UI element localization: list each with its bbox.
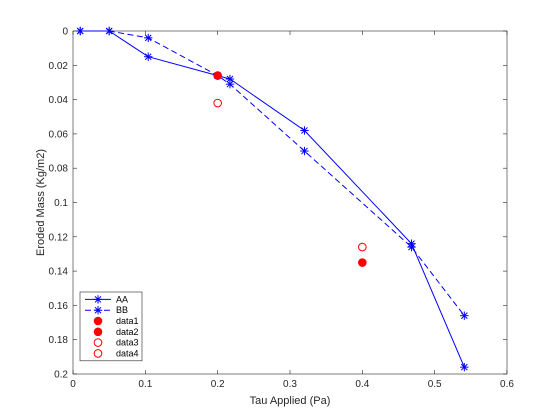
legend-marker (93, 316, 103, 326)
series-data4 (358, 242, 367, 252)
y-tick-label: 0.02 (49, 61, 69, 72)
y-tick-label: 0.06 (49, 129, 69, 140)
data-point-AA (460, 362, 469, 372)
legend-label: data2 (116, 327, 139, 337)
legend-marker (93, 327, 103, 337)
data-point-BB (144, 33, 153, 43)
legend-item-data1: data1 (93, 316, 139, 326)
legend-label: data3 (116, 338, 139, 348)
data-point-BB (407, 242, 416, 252)
legend-label: AA (116, 294, 128, 304)
y-tick-label: 0.2 (54, 370, 68, 381)
legend-item-AA: AA (85, 294, 128, 304)
legend-marker (93, 349, 103, 358)
data-point-BB (76, 26, 85, 36)
x-tick-label: 0 (70, 379, 76, 390)
y-tick-label: 0.16 (49, 301, 69, 312)
data-point-data1 (213, 71, 222, 80)
plot-area (72, 30, 508, 375)
legend-box (79, 291, 143, 362)
legend-item-data2: data2 (93, 327, 139, 337)
legend-marker (93, 295, 103, 304)
x-tick-label: 0.3 (283, 379, 297, 390)
data-point-BB (104, 26, 114, 36)
legend-item-data3: data3 (93, 338, 139, 348)
data-point-data2 (358, 258, 367, 267)
legend-label: data1 (116, 316, 139, 326)
x-tick-label: 0.6 (500, 379, 514, 390)
y-tick-label: 0.18 (49, 335, 69, 346)
y-tick-label: 0.14 (49, 267, 69, 278)
data-point-data3 (213, 98, 222, 108)
ticks-layer: 0 0.1 0.2 0.3 0.4 0.5 0.6 0 0.02 0.04 0.06 0.08 0.1 0… (49, 27, 515, 391)
series-data3 (213, 98, 222, 108)
x-tick-label: 0.5 (428, 379, 442, 390)
data-point-AA (300, 126, 309, 135)
series-line-AA (80, 30, 465, 368)
y-axis-label: Eroded Mass (Kg/m2) (35, 149, 47, 256)
legend-marker (93, 306, 103, 315)
series-line-BB (80, 30, 465, 316)
legend-label: data4 (116, 348, 139, 358)
y-tick-label: 0.12 (49, 232, 69, 243)
legend-item-data4: data4 (93, 348, 139, 358)
y-tick-label: 0.08 (49, 164, 69, 175)
data-point-BB (225, 79, 235, 89)
x-axis-label: Tau Applied (Pa) (250, 395, 331, 407)
data-point-data4 (358, 242, 367, 252)
x-tick-label: 0.1 (138, 379, 152, 390)
x-tick-label: 0.4 (355, 379, 369, 390)
series-layer (76, 26, 469, 372)
data-point-BB (460, 311, 469, 320)
legend-item-BB: BB (85, 305, 128, 315)
x-tick-label: 0.2 (211, 379, 225, 390)
y-tick-label: 0.04 (49, 95, 69, 106)
series-data2 (358, 258, 367, 267)
legend-marker (93, 338, 103, 347)
series-data1 (213, 71, 222, 80)
data-point-BB (300, 146, 309, 156)
legend-label: BB (116, 305, 128, 315)
y-tick-label: 0 (62, 27, 68, 38)
y-tick-label: 0.1 (54, 198, 68, 209)
data-point-AA (144, 52, 153, 61)
